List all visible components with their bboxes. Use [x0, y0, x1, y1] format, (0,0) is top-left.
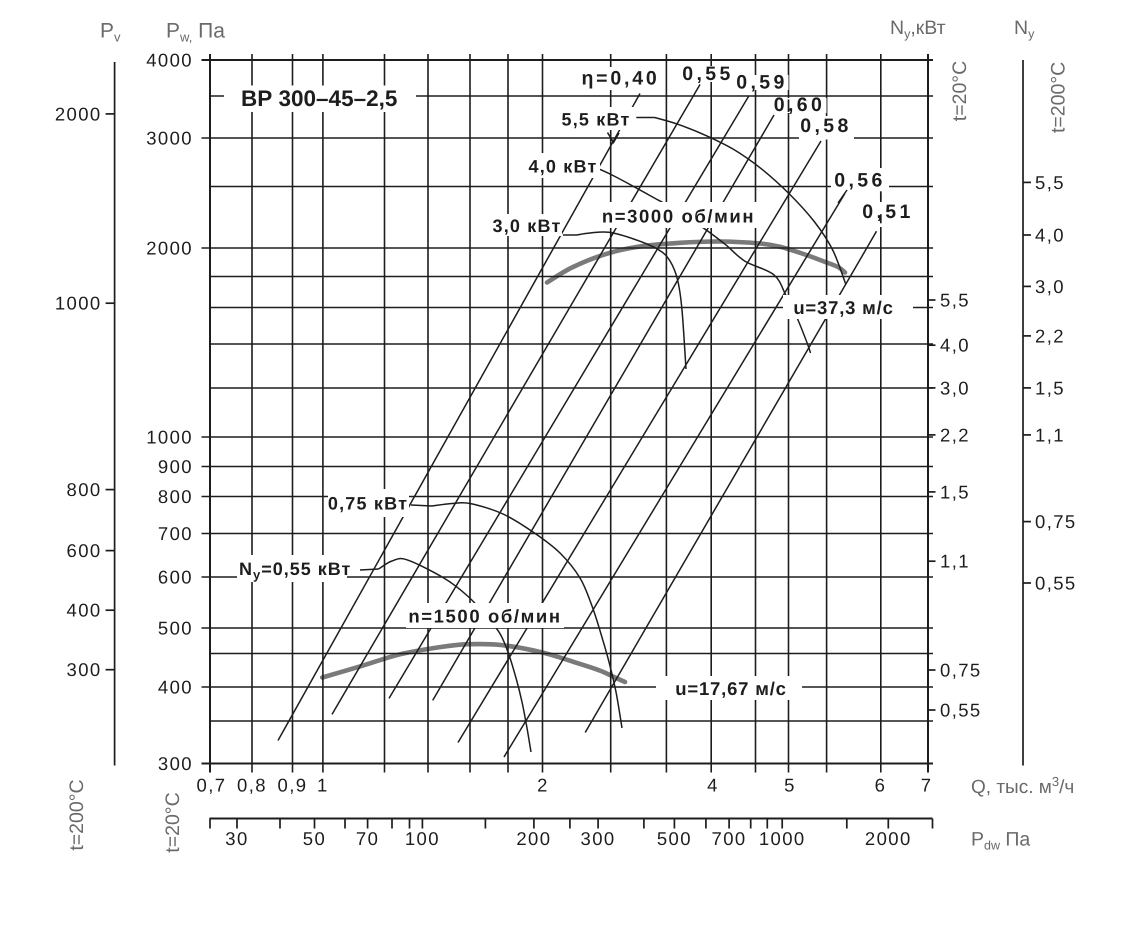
svg-text:Pw, Па: Pw, Па: [166, 20, 225, 45]
svg-text:800: 800: [67, 479, 102, 500]
svg-text:4: 4: [707, 775, 719, 796]
svg-text:700: 700: [712, 828, 747, 849]
svg-text:t=200°C: t=200°C: [66, 779, 88, 850]
svg-text:0,7: 0,7: [197, 775, 227, 796]
svg-text:700: 700: [158, 523, 193, 544]
svg-text:0,59: 0,59: [736, 72, 788, 94]
svg-text:300: 300: [158, 753, 193, 774]
svg-text:n=3000 об/мин: n=3000 об/мин: [602, 206, 755, 227]
svg-text:2000: 2000: [865, 828, 912, 849]
svg-text:300: 300: [581, 828, 616, 849]
svg-text:500: 500: [158, 617, 193, 638]
svg-text:600: 600: [158, 566, 193, 587]
svg-text:4,0: 4,0: [940, 335, 970, 356]
svg-text:3000: 3000: [146, 127, 193, 148]
svg-text:400: 400: [67, 600, 102, 621]
svg-text:0,55: 0,55: [682, 63, 734, 85]
svg-text:1000: 1000: [146, 426, 193, 447]
svg-text:0,8: 0,8: [237, 775, 267, 796]
svg-text:2: 2: [537, 775, 549, 796]
svg-text:1,1: 1,1: [940, 551, 970, 572]
svg-text:u=17,67 м/с: u=17,67 м/с: [675, 678, 786, 699]
svg-text:0,51: 0,51: [862, 201, 914, 223]
svg-text:1000: 1000: [55, 293, 102, 314]
svg-text:0,75: 0,75: [1035, 511, 1077, 532]
svg-text:1: 1: [317, 775, 329, 796]
svg-text:200: 200: [516, 828, 551, 849]
svg-text:800: 800: [158, 486, 193, 507]
svg-text:n=1500 об/мин: n=1500 об/мин: [408, 606, 561, 627]
svg-text:1,5: 1,5: [940, 481, 970, 502]
svg-text:3,0 кВт: 3,0 кВт: [492, 216, 561, 236]
svg-text:400: 400: [158, 676, 193, 697]
svg-text:1000: 1000: [759, 828, 806, 849]
svg-text:3,0: 3,0: [940, 377, 970, 398]
svg-text:50: 50: [303, 828, 326, 849]
svg-text:30: 30: [225, 828, 248, 849]
svg-text:0,75: 0,75: [940, 659, 982, 680]
svg-text:5,5: 5,5: [1035, 172, 1065, 193]
svg-text:0,55: 0,55: [940, 699, 982, 720]
svg-text:0,55: 0,55: [1035, 572, 1077, 593]
svg-text:1,1: 1,1: [1035, 424, 1065, 445]
svg-text:5: 5: [784, 775, 796, 796]
svg-text:2000: 2000: [146, 237, 193, 258]
svg-text:6: 6: [875, 775, 887, 796]
svg-text:u=37,3 м/с: u=37,3 м/с: [793, 297, 893, 318]
svg-text:5,5 кВт: 5,5 кВт: [561, 110, 630, 130]
svg-text:0,58: 0,58: [800, 115, 852, 137]
svg-text:0,9: 0,9: [278, 775, 308, 796]
svg-text:500: 500: [657, 828, 692, 849]
svg-text:2000: 2000: [55, 103, 102, 124]
svg-text:4000: 4000: [146, 49, 193, 70]
svg-text:Q, тыс. м3/ч: Q, тыс. м3/ч: [971, 774, 1074, 798]
svg-text:1,5: 1,5: [1035, 377, 1065, 398]
svg-text:Pdw Па: Pdw Па: [971, 829, 1030, 853]
svg-text:900: 900: [158, 456, 193, 477]
svg-text:t=20°C: t=20°C: [162, 792, 184, 852]
svg-text:η=0,40: η=0,40: [581, 68, 659, 90]
svg-text:7: 7: [921, 775, 933, 796]
svg-text:Nу,кВт: Nу,кВт: [890, 17, 946, 41]
svg-text:3,0: 3,0: [1035, 276, 1065, 297]
svg-text:100: 100: [405, 828, 440, 849]
svg-text:5,5: 5,5: [940, 289, 970, 310]
svg-text:2,2: 2,2: [1035, 325, 1065, 346]
svg-text:t=20°C: t=20°C: [949, 61, 971, 121]
svg-text:600: 600: [67, 540, 102, 561]
svg-text:300: 300: [67, 659, 102, 680]
svg-text:ВР 300–45–2,5: ВР 300–45–2,5: [241, 86, 397, 111]
svg-text:70: 70: [356, 828, 379, 849]
svg-text:4,0 кВт: 4,0 кВт: [528, 157, 597, 177]
svg-text:2,2: 2,2: [940, 424, 970, 445]
svg-text:4,0: 4,0: [1035, 224, 1065, 245]
svg-text:t=200°C: t=200°C: [1047, 62, 1069, 133]
svg-text:0,75 кВт: 0,75 кВт: [328, 494, 408, 514]
svg-text:Nу=0,55 кВт: Nу=0,55 кВт: [239, 559, 351, 582]
svg-text:0,56: 0,56: [834, 170, 886, 192]
svg-text:0,60: 0,60: [774, 94, 826, 116]
